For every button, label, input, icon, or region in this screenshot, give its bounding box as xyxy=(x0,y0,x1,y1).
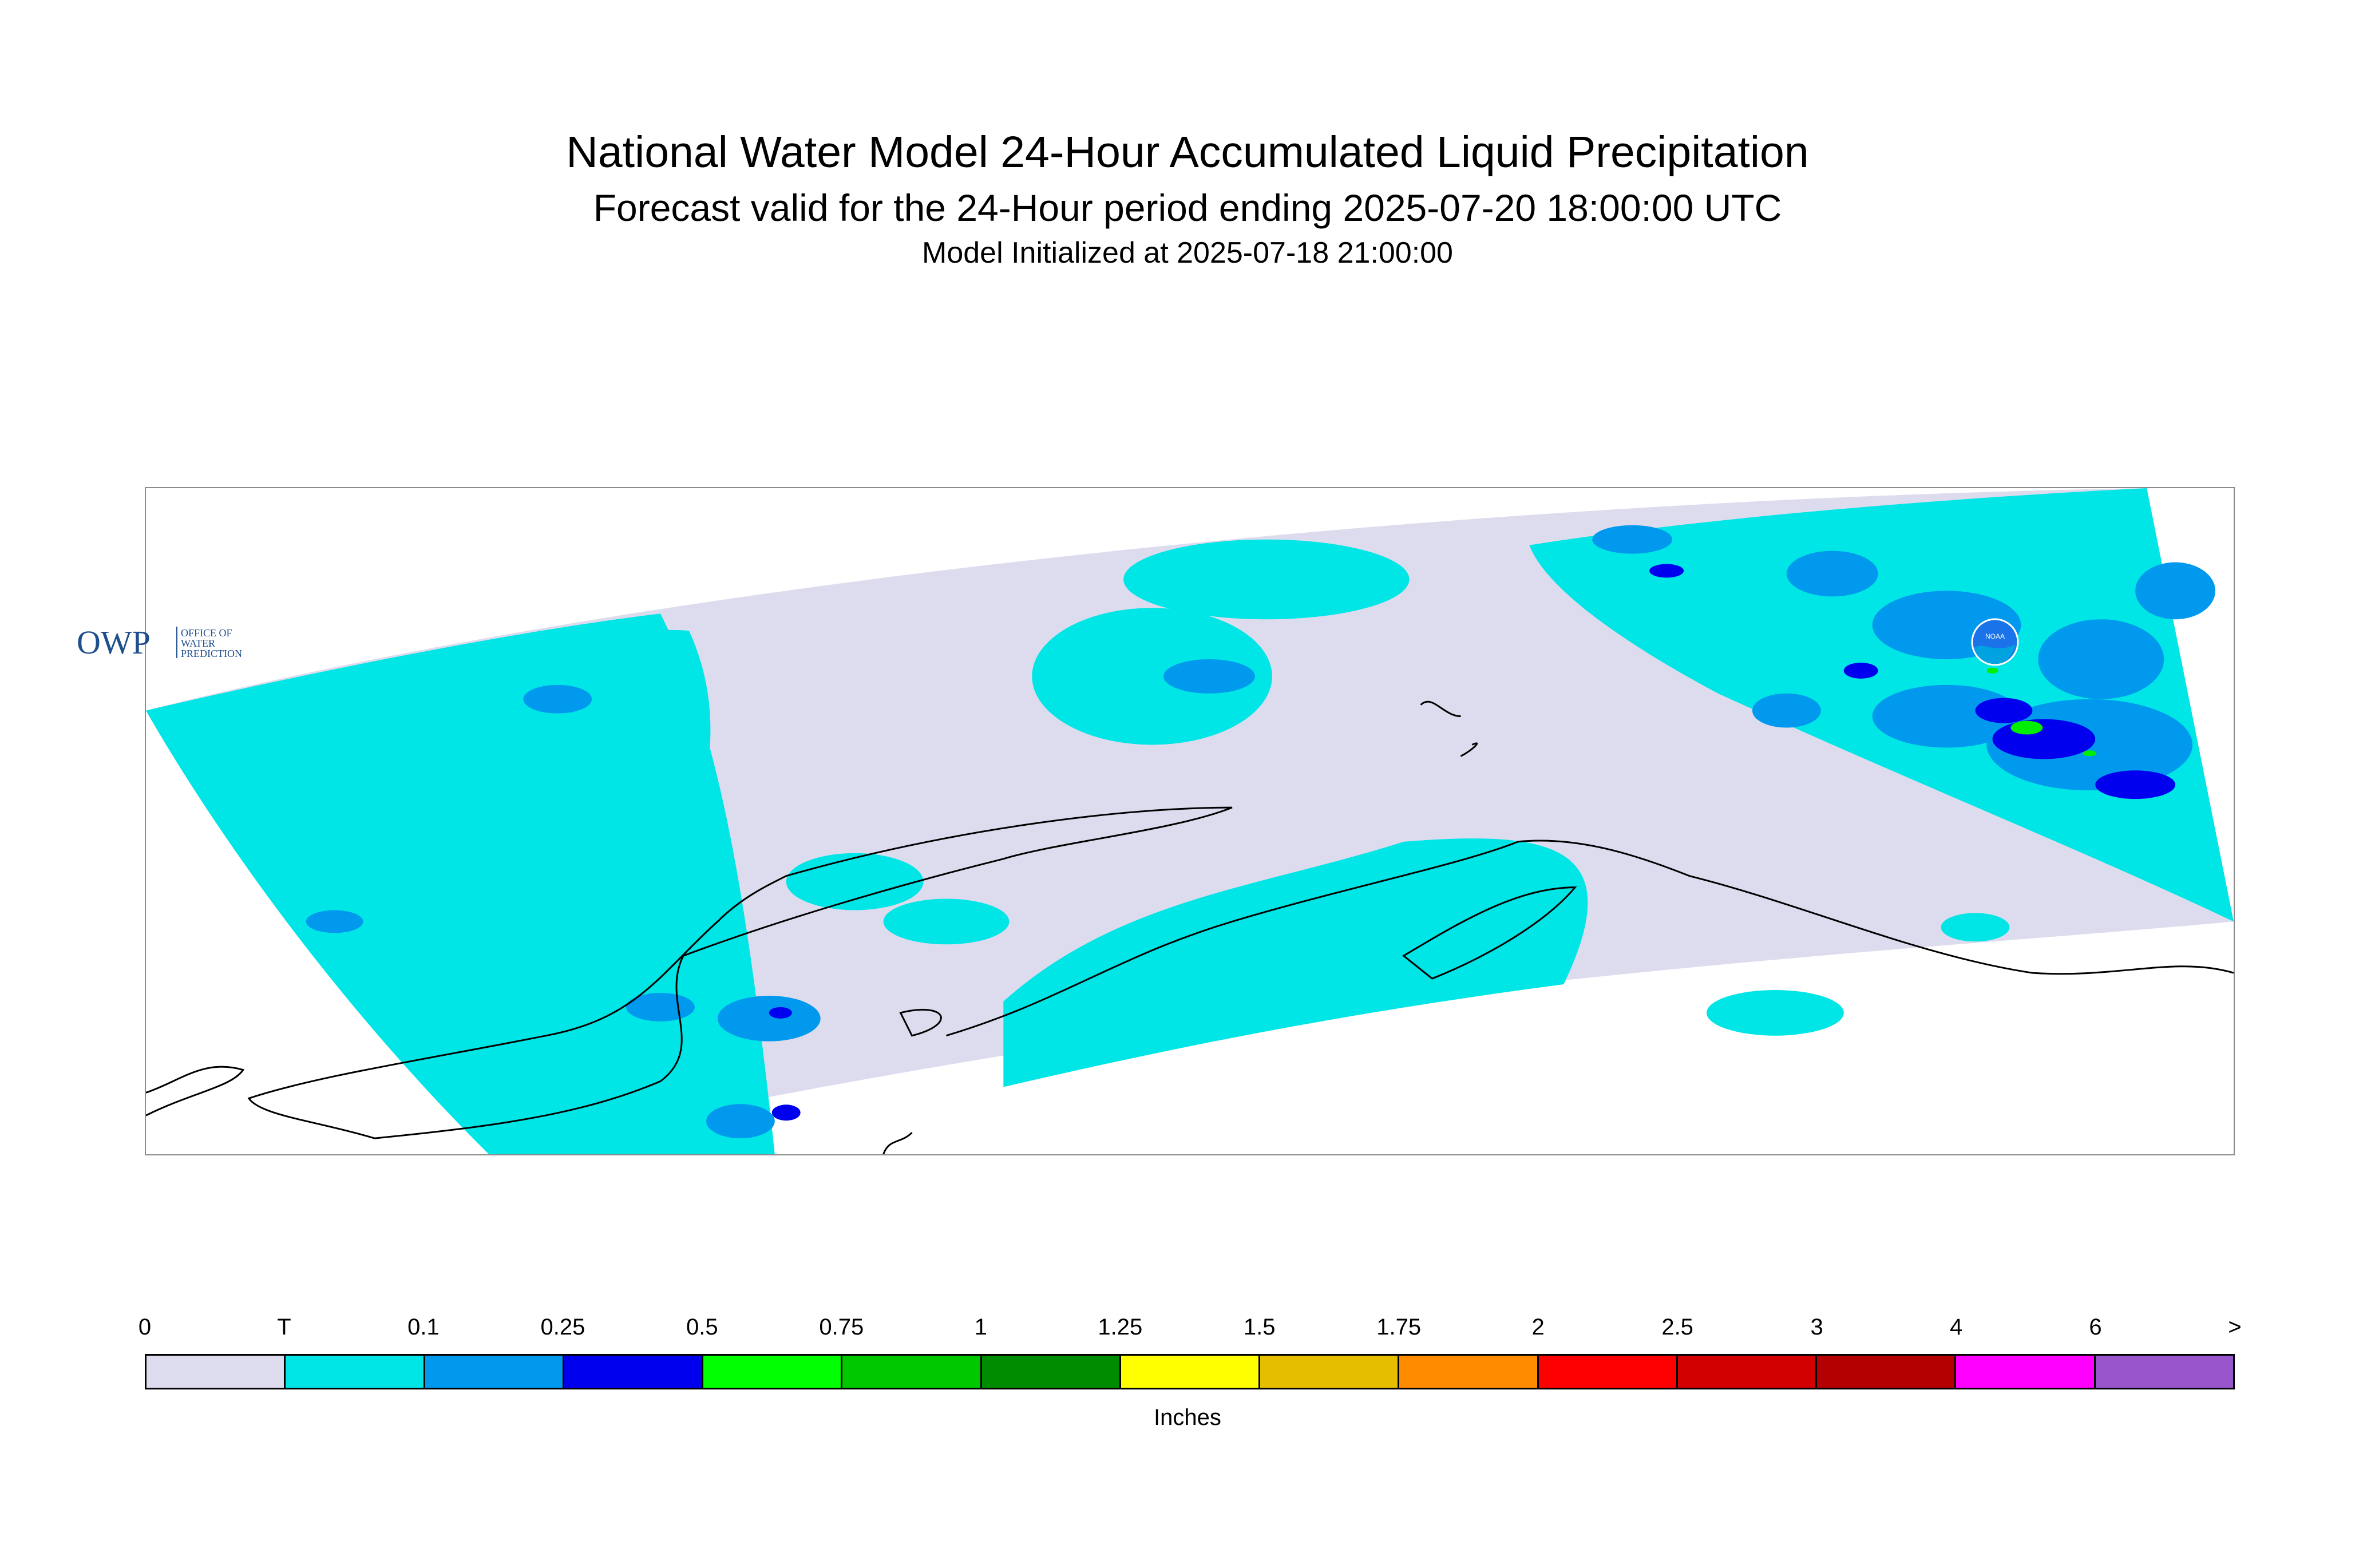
owp-logo-graphic: OWP OFFICE OF WATER PREDICTION xyxy=(77,624,242,661)
legend-swatch xyxy=(1538,1356,1678,1388)
owp-logo-mark: OWP xyxy=(77,624,151,661)
legend-tick-label: 1.75 xyxy=(1376,1314,1422,1340)
legend-swatch xyxy=(425,1356,564,1388)
legend-tick-label: 1.25 xyxy=(1098,1314,1143,1340)
moderate-precip-areas xyxy=(769,564,2176,1121)
legend-swatch xyxy=(2095,1356,2233,1388)
legend-labels: 0 T 0.1 0.25 0.5 0.75 1 1.25 1.5 1.75 2 2.5 3 4 6 > xyxy=(138,1314,2242,1343)
legend-tick-label: 4 xyxy=(1949,1314,1963,1340)
legend-swatch xyxy=(564,1356,704,1388)
legend-tick-label: 1 xyxy=(974,1314,987,1340)
precipitation-map xyxy=(145,487,2235,1155)
owp-logo-line-1: OFFICE OF xyxy=(181,627,232,639)
legend-unit: Inches xyxy=(1154,1405,1221,1430)
legend-swatch xyxy=(1399,1356,1539,1388)
legend-tick-label: 1.5 xyxy=(1243,1314,1276,1340)
legend-swatch xyxy=(286,1356,425,1388)
legend-tick-label: 0.75 xyxy=(819,1314,864,1340)
legend-tick-label: 2 xyxy=(1531,1314,1545,1340)
legend-colorbar xyxy=(145,1354,2235,1389)
legend-swatch xyxy=(842,1356,982,1388)
noaa-logo: NOAA xyxy=(1971,618,2019,666)
legend-tick-label: T xyxy=(277,1314,291,1340)
legend-swatch xyxy=(1677,1356,1818,1388)
legend-swatch xyxy=(1121,1356,1261,1388)
coastlines xyxy=(146,700,2234,1154)
legend-swatch xyxy=(1817,1356,1957,1388)
owp-logo-line-3: PREDICTION xyxy=(181,648,242,659)
legend-tick-label: 0 xyxy=(138,1314,152,1340)
legend-swatch xyxy=(147,1356,286,1388)
heavy-precip-areas xyxy=(1986,667,2097,757)
legend-tick-label: 3 xyxy=(1810,1314,1823,1340)
noaa-logo-mark: NOAA xyxy=(1985,632,2005,640)
noaa-logo-graphic: NOAA xyxy=(1971,618,2019,666)
owp-logo: OWP OFFICE OF WATER PREDICTION xyxy=(71,618,288,664)
legend-tick-label: 0.25 xyxy=(540,1314,585,1340)
legend-swatch xyxy=(703,1356,843,1388)
map-canvas xyxy=(146,488,2234,1154)
legend-tick-label: 6 xyxy=(2089,1314,2102,1340)
owp-logo-line-2: WATER xyxy=(181,638,215,649)
forecast-period: Forecast valid for the 24-Hour period en… xyxy=(593,187,1782,229)
legend-tick-label: 0.1 xyxy=(407,1314,440,1340)
legend-tick-label: > xyxy=(2228,1314,2242,1340)
model-init-time: Model Initialized at 2025-07-18 21:00:00 xyxy=(922,236,1453,270)
map-title: National Water Model 24-Hour Accumulated… xyxy=(566,128,1809,177)
legend-tick-label: 0.5 xyxy=(686,1314,718,1340)
legend-swatch xyxy=(1260,1356,1400,1388)
legend-swatch xyxy=(1956,1356,2096,1388)
legend-swatch xyxy=(981,1356,1121,1388)
legend-tick-label: 2.5 xyxy=(1661,1314,1693,1340)
out-of-domain-area xyxy=(146,710,489,1154)
